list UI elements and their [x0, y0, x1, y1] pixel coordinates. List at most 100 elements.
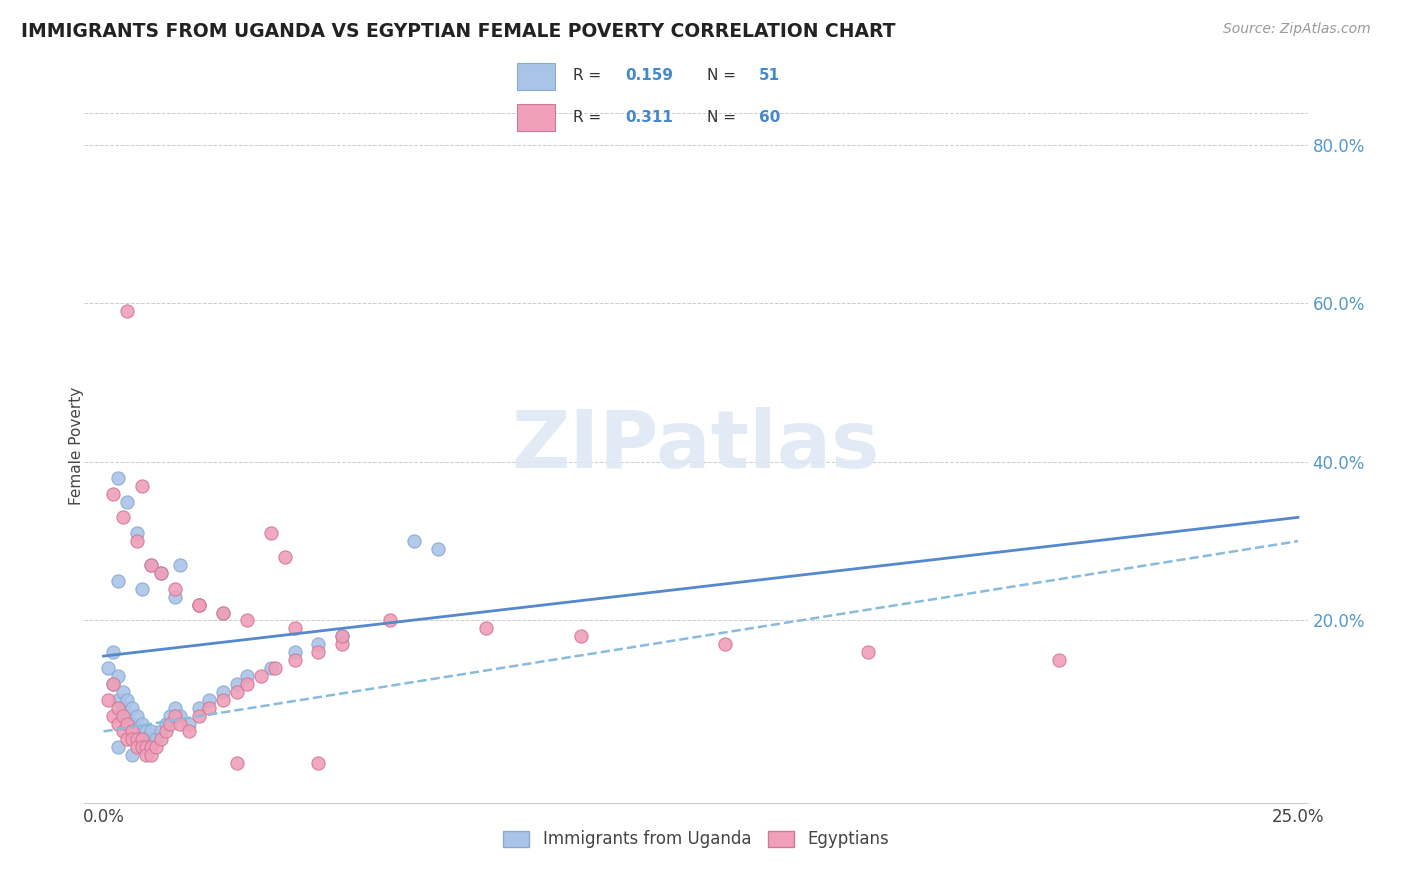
Point — [135, 748, 157, 763]
Point — [145, 740, 167, 755]
Point — [165, 700, 187, 714]
Point — [97, 692, 120, 706]
Point — [117, 716, 139, 731]
Point — [111, 685, 134, 699]
Point — [1047, 653, 1070, 667]
Point — [165, 708, 187, 723]
Point — [155, 716, 177, 731]
Text: 51: 51 — [759, 68, 780, 83]
Text: N =: N = — [707, 110, 741, 125]
Point — [101, 645, 124, 659]
Point — [107, 740, 129, 755]
Point — [284, 653, 307, 667]
Point — [131, 732, 153, 747]
Point — [264, 661, 287, 675]
Point — [212, 685, 235, 699]
Point — [332, 629, 354, 643]
Point — [121, 732, 143, 747]
Point — [236, 614, 259, 628]
Point — [155, 724, 177, 739]
Point — [107, 716, 129, 731]
Text: 0.159: 0.159 — [626, 68, 673, 83]
Point — [131, 724, 153, 739]
Point — [236, 677, 259, 691]
Point — [131, 478, 153, 492]
Text: R =: R = — [574, 68, 606, 83]
Point — [111, 724, 134, 739]
Point — [107, 692, 129, 706]
Point — [308, 637, 330, 651]
Point — [125, 534, 148, 549]
Point — [149, 566, 172, 580]
Point — [159, 716, 181, 731]
Point — [332, 637, 354, 651]
Point — [169, 708, 191, 723]
Point — [107, 700, 129, 714]
Point — [197, 700, 219, 714]
Text: 60: 60 — [759, 110, 780, 125]
Text: IMMIGRANTS FROM UGANDA VS EGYPTIAN FEMALE POVERTY CORRELATION CHART: IMMIGRANTS FROM UGANDA VS EGYPTIAN FEMAL… — [21, 22, 896, 41]
Point — [141, 724, 163, 739]
Point — [260, 661, 283, 675]
Point — [179, 724, 201, 739]
Text: N =: N = — [707, 68, 741, 83]
Point — [713, 637, 735, 651]
FancyBboxPatch shape — [517, 62, 555, 90]
Text: ZIPatlas: ZIPatlas — [512, 407, 880, 485]
Point — [165, 590, 187, 604]
Point — [179, 716, 201, 731]
Point — [125, 708, 148, 723]
Point — [226, 756, 249, 771]
Point — [141, 558, 163, 572]
Point — [188, 598, 211, 612]
Point — [121, 716, 143, 731]
Point — [125, 740, 148, 755]
Text: Source: ZipAtlas.com: Source: ZipAtlas.com — [1223, 22, 1371, 37]
Point — [188, 598, 211, 612]
Point — [135, 740, 157, 755]
Point — [111, 708, 134, 723]
Point — [284, 621, 307, 635]
Text: R =: R = — [574, 110, 606, 125]
Point — [117, 692, 139, 706]
Point — [212, 606, 235, 620]
Point — [131, 582, 153, 596]
Point — [101, 708, 124, 723]
Point — [135, 724, 157, 739]
Point — [308, 645, 330, 659]
Point — [149, 732, 172, 747]
Point — [236, 669, 259, 683]
Point — [101, 677, 124, 691]
Point — [149, 566, 172, 580]
Point — [474, 621, 496, 635]
Point — [131, 740, 153, 755]
Point — [117, 304, 139, 318]
Point — [197, 692, 219, 706]
Point — [250, 669, 273, 683]
Point — [107, 574, 129, 588]
Point — [135, 740, 157, 755]
Point — [308, 756, 330, 771]
Text: 0.311: 0.311 — [626, 110, 673, 125]
Point — [125, 724, 148, 739]
Point — [169, 558, 191, 572]
Point — [212, 692, 235, 706]
Point — [125, 732, 148, 747]
Point — [569, 629, 592, 643]
Point — [107, 471, 129, 485]
Point — [260, 526, 283, 541]
Point — [101, 677, 124, 691]
Point — [141, 558, 163, 572]
Point — [125, 526, 148, 541]
Y-axis label: Female Poverty: Female Poverty — [69, 387, 83, 505]
Point — [97, 661, 120, 675]
Point — [117, 708, 139, 723]
Point — [117, 494, 139, 508]
Point — [212, 606, 235, 620]
Point — [131, 716, 153, 731]
Point — [149, 724, 172, 739]
Point — [165, 582, 187, 596]
Point — [101, 486, 124, 500]
Point — [226, 685, 249, 699]
Point — [145, 732, 167, 747]
